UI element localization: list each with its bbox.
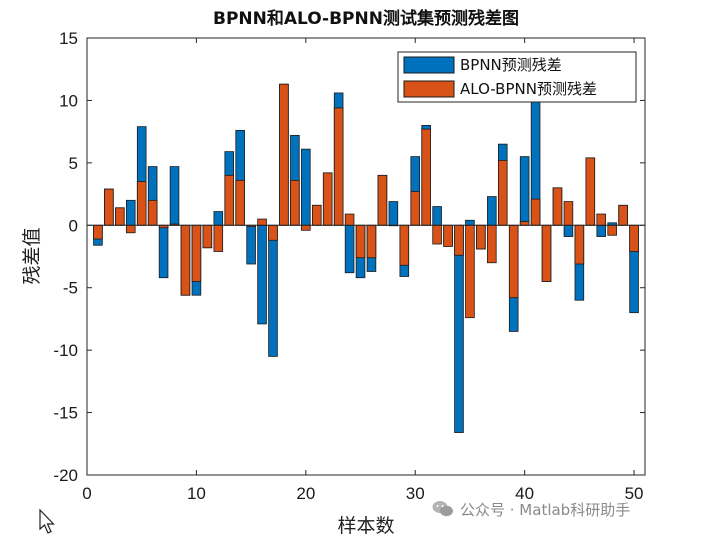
bar-alo-bpnn-6	[147, 199, 158, 226]
x-tick-label: 50	[625, 484, 644, 503]
bar-bpnn-8	[169, 166, 180, 226]
bar-alo-bpnn-32	[432, 224, 442, 245]
bar-alo-bpnn-43	[552, 187, 563, 226]
y-tick-label: 15	[59, 29, 78, 48]
x-axis-title: 样本数	[337, 515, 394, 537]
legend: BPNN预测残差 ALO-BPNN预测残差	[397, 51, 637, 103]
legend-label-bpnn: BPNN预测残差	[460, 56, 562, 74]
legend-label-alo-bpnn: ALO-BPNN预测残差	[460, 80, 597, 98]
bar-bpnn-16	[257, 224, 267, 325]
bar-alo-bpnn-31	[421, 128, 431, 226]
plot-area	[87, 38, 645, 475]
x-tick-label: 20	[296, 484, 315, 503]
plot-frame	[86, 37, 646, 476]
watermark: 公众号 · Matlab科研助手	[432, 497, 630, 521]
mouse-cursor-icon	[39, 509, 55, 534]
bar-alo-bpnn-17	[268, 224, 278, 241]
bar-alo-bpnn-44	[563, 201, 574, 226]
bar-alo-bpnn-2	[104, 188, 114, 226]
bar-alo-bpnn-34	[454, 224, 464, 256]
bar-bpnn-40	[519, 156, 530, 226]
bar-bpnn-4	[125, 199, 136, 226]
bar-bpnn-20	[301, 148, 311, 226]
y-tick-label: -5	[63, 279, 78, 298]
bar-bpnn-12	[213, 211, 224, 226]
bar-bpnn-17	[268, 224, 278, 357]
x-tick-label: 10	[187, 484, 206, 503]
wechat-icon	[432, 501, 453, 517]
bar-bpnn-7	[158, 224, 169, 279]
bar-alo-bpnn-25	[355, 224, 366, 259]
bar-alo-bpnn-11	[202, 224, 213, 249]
x-tick-label: 40	[515, 484, 534, 503]
y-axis-title: 残差值	[21, 227, 43, 284]
bar-alo-bpnn-14	[235, 179, 245, 226]
bar-alo-bpnn-47	[596, 213, 607, 226]
bar-alo-bpnn-12	[213, 224, 224, 252]
x-tick-label: 30	[406, 484, 425, 503]
bar-alo-bpnn-40	[519, 221, 530, 226]
bar-alo-bpnn-48	[607, 224, 617, 236]
bar-alo-bpnn-1	[93, 224, 103, 240]
bar-bpnn-37	[487, 196, 497, 226]
bar-bpnn-35	[465, 219, 475, 226]
bar-bpnn-44	[563, 224, 574, 237]
bar-alo-bpnn-45	[574, 224, 585, 265]
bar-alo-bpnn-23	[333, 107, 344, 226]
bar-alo-bpnn-50	[629, 224, 639, 252]
x-tick-label: 0	[82, 484, 91, 503]
bar-bpnn-28	[388, 201, 399, 226]
bar-alo-bpnn-13	[224, 174, 235, 226]
bar-alo-bpnn-26	[366, 224, 377, 259]
x-axis-ticks: 0 10 20 30 40 50	[82, 38, 644, 503]
bar-alo-bpnn-19	[290, 179, 300, 226]
bar-alo-bpnn-39	[508, 224, 519, 299]
bar-bpnn-34	[454, 224, 464, 433]
y-tick-label: 10	[59, 91, 78, 110]
bar-alo-bpnn-46	[585, 157, 596, 226]
y-tick-label: -10	[53, 341, 78, 360]
bar-alo-bpnn-21	[311, 204, 322, 226]
bar-bpnn-15	[246, 224, 256, 265]
legend-swatch-bpnn	[403, 56, 455, 74]
bar-alo-bpnn-38	[497, 159, 508, 226]
y-tick-label: -15	[53, 404, 78, 423]
bar-bpnn-47	[596, 224, 607, 237]
bar-alo-bpnn-5	[136, 181, 147, 226]
bar-alo-bpnn-33	[443, 224, 453, 247]
bar-alo-bpnn-18	[279, 83, 289, 226]
bar-alo-bpnn-4	[125, 224, 136, 234]
legend-swatch-alo-bpnn	[403, 80, 455, 98]
bar-alo-bpnn-20	[301, 224, 311, 231]
bar-alo-bpnn-42	[541, 224, 552, 282]
bar-alo-bpnn-9	[180, 224, 191, 296]
bar-alo-bpnn-29	[399, 224, 410, 266]
bar-alo-bpnn-37	[487, 224, 497, 264]
bar-alo-bpnn-22	[322, 172, 333, 226]
bar-alo-bpnn-35	[465, 224, 475, 319]
bar-bpnn-24	[344, 224, 355, 274]
bar-bpnn-32	[432, 206, 442, 226]
y-axis-ticks: -20 -15 -10 -5 0 5 10 15	[53, 29, 645, 485]
bar-alo-bpnn-16	[257, 218, 267, 226]
bar-alo-bpnn-10	[191, 224, 202, 282]
bar-alo-bpnn-36	[476, 224, 486, 250]
bar-alo-bpnn-49	[618, 204, 628, 226]
y-tick-label: -20	[53, 466, 78, 485]
bar-alo-bpnn-3	[115, 207, 125, 226]
bar-alo-bpnn-27	[377, 174, 388, 226]
bar-alo-bpnn-41	[530, 198, 541, 226]
y-tick-label: 0	[69, 216, 78, 235]
chart-title: BPNN和ALO-BPNN测试集预测残差图	[213, 8, 519, 29]
y-tick-label: 5	[69, 154, 78, 173]
bar-alo-bpnn-24	[344, 213, 355, 226]
watermark-text: 公众号 · Matlab科研助手	[460, 500, 631, 519]
bar-alo-bpnn-30	[410, 191, 421, 226]
